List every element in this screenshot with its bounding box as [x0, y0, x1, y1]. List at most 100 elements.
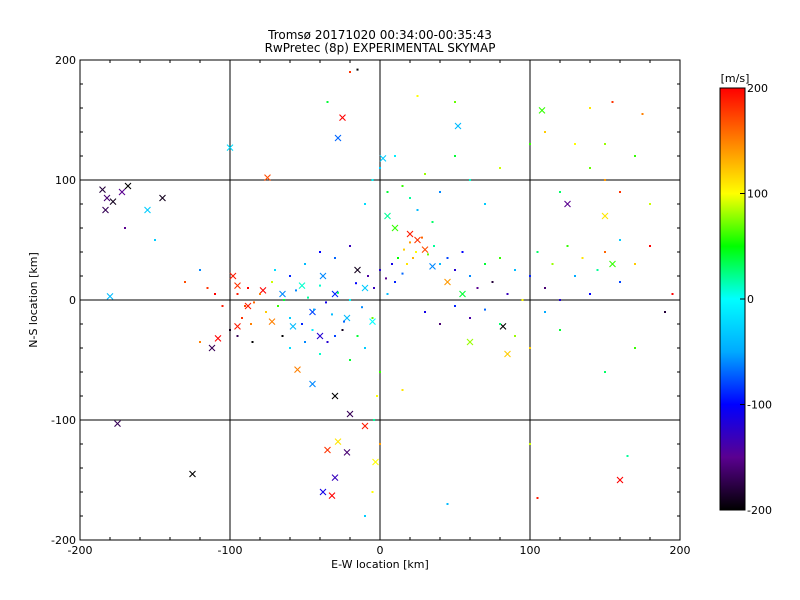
data-point-x-marker [601, 212, 609, 220]
data-point-dot [295, 289, 297, 292]
data-point-x-marker [454, 122, 462, 130]
data-point-dot [529, 275, 531, 277]
data-point-dot [454, 269, 456, 271]
plot-frame [79, 59, 681, 541]
data-point-dot [454, 101, 456, 103]
data-point-x-marker [343, 314, 351, 322]
data-point-x-marker [372, 458, 379, 466]
data-point-dot [154, 239, 156, 241]
data-point-dot [373, 287, 375, 289]
y-axis-label: N-S location [km] [27, 252, 40, 348]
data-point-dot [401, 389, 404, 391]
data-point-dot [401, 272, 404, 275]
data-point-dot [469, 179, 471, 181]
data-point-dot [199, 341, 201, 343]
data-points [99, 68, 674, 517]
data-point-dot [349, 299, 351, 301]
data-point-dot [469, 317, 471, 319]
data-point-dot [664, 311, 666, 313]
data-point-dot [544, 311, 546, 313]
data-point-x-marker [244, 302, 252, 310]
data-point-x-marker [334, 134, 342, 142]
data-point-dot [604, 251, 606, 253]
data-point-dot [379, 443, 381, 445]
data-point-dot [355, 282, 357, 285]
colorbar-tick-label: -100 [747, 399, 772, 412]
data-point-dot [559, 191, 561, 193]
data-point-dot [247, 287, 249, 289]
y-tick-label: 0 [69, 294, 76, 307]
data-point-dot [311, 329, 314, 331]
data-point-x-marker [279, 290, 286, 298]
data-point-dot [581, 257, 584, 259]
data-point-x-marker [421, 246, 429, 253]
x-tick-label: -200 [68, 544, 93, 557]
data-point-dot [446, 503, 449, 505]
data-point-dot [251, 341, 254, 343]
data-point-dot [356, 68, 359, 71]
data-point-dot [514, 269, 516, 271]
data-point-x-marker [264, 174, 271, 181]
data-point-dot [589, 293, 591, 295]
data-point-dot [559, 329, 561, 331]
colorbar: 200 100 0 -100 -200 [719, 82, 772, 517]
data-point-dot [319, 353, 321, 355]
data-point-x-marker [114, 420, 121, 427]
data-point-dot [304, 263, 306, 265]
data-point-dot [184, 281, 186, 283]
data-point-x-marker [109, 198, 117, 205]
data-point-dot [394, 281, 396, 283]
data-point-dot [326, 101, 329, 103]
data-point-dot [551, 263, 554, 265]
data-point-x-marker [234, 282, 241, 289]
data-point-dot [469, 275, 471, 277]
data-point-dot [484, 308, 486, 311]
data-point-dot [491, 281, 494, 283]
data-point-dot [386, 293, 389, 295]
data-point-x-marker [361, 422, 369, 430]
data-point-x-marker [384, 212, 391, 220]
data-point-dot [391, 263, 393, 265]
data-point-dot [574, 275, 576, 277]
data-point-dot [236, 293, 239, 295]
data-point-dot [277, 305, 279, 307]
data-point-dot [349, 245, 351, 247]
data-point-x-marker [298, 282, 306, 289]
data-point-dot [529, 443, 531, 445]
data-point-dot [331, 313, 333, 316]
data-point-dot [649, 245, 651, 247]
data-point-x-marker [346, 410, 354, 418]
data-point-x-marker [379, 155, 387, 162]
data-point-dot [283, 299, 285, 301]
data-point-x-marker [319, 272, 327, 280]
data-point-x-marker [331, 474, 339, 481]
x-tick-label: 100 [520, 544, 541, 557]
data-point-dot [406, 263, 408, 265]
data-point-x-marker [354, 266, 361, 274]
data-point-dot [416, 209, 419, 211]
data-point-x-marker [316, 332, 324, 340]
data-point-dot [301, 323, 303, 325]
data-point-dot [416, 95, 419, 97]
data-point-x-marker [118, 188, 126, 196]
data-point-dot [634, 155, 636, 157]
data-point-dot [371, 491, 374, 493]
data-point-dot [536, 251, 539, 253]
data-point-dot [373, 419, 375, 421]
data-point-dot [386, 191, 389, 193]
chart-title: Tromsø 20171020 00:34:00-00:35:43 [267, 28, 492, 42]
data-point-dot [499, 323, 501, 325]
data-point-dot [379, 371, 381, 373]
data-point-x-marker [208, 344, 216, 352]
data-point-dot [236, 335, 239, 337]
data-point-dot [403, 248, 405, 251]
data-point-x-marker [504, 350, 511, 358]
data-point-x-marker [309, 380, 316, 388]
data-point-dot [641, 113, 644, 115]
data-point-dot [379, 167, 381, 169]
data-point-dot [506, 293, 509, 295]
data-point-x-marker [229, 272, 237, 280]
data-point-dot [671, 293, 674, 295]
x-tick-label: 0 [377, 544, 384, 557]
data-point-dot [304, 341, 306, 343]
